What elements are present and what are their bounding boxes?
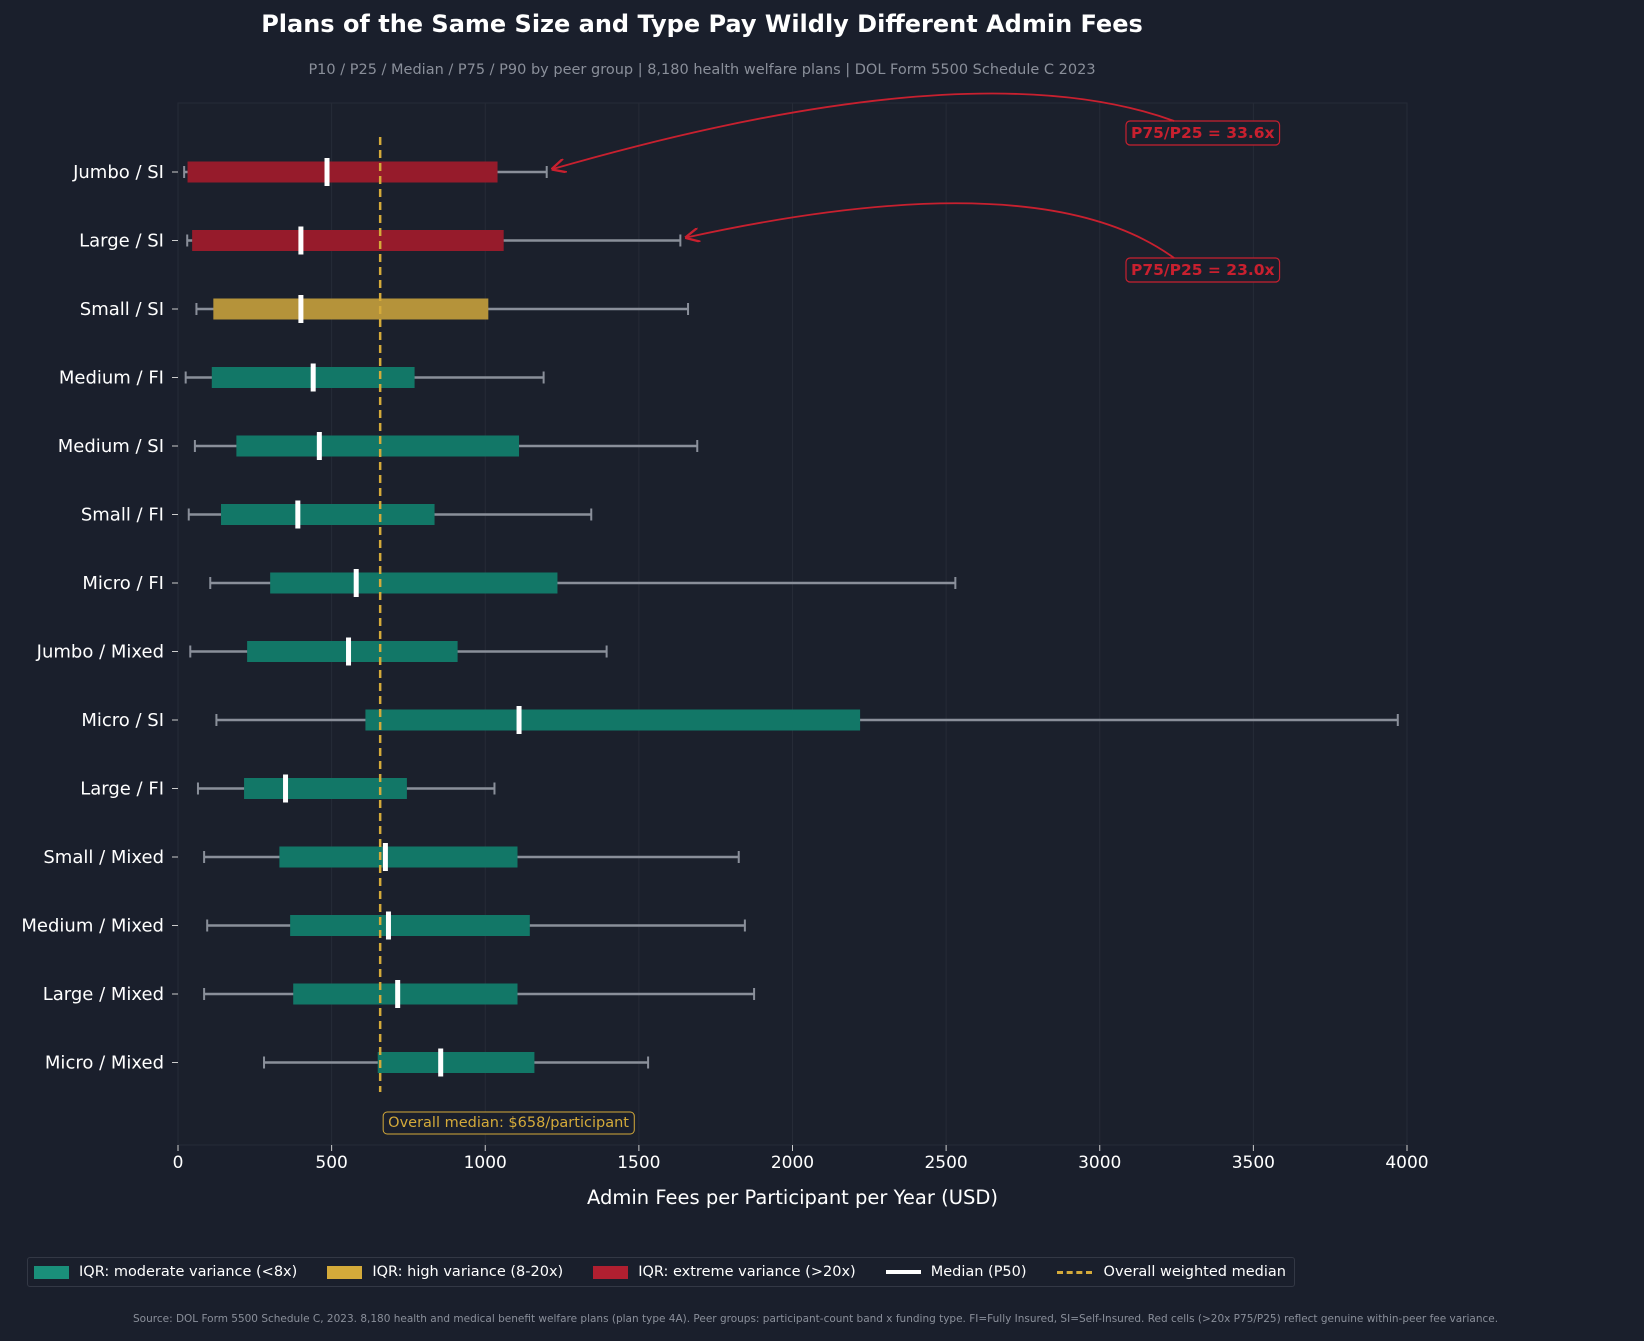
legend-swatch-overall bbox=[1056, 1270, 1092, 1274]
x-tick-label: 500 bbox=[315, 1153, 347, 1173]
y-tick-label: Medium / Mixed bbox=[21, 916, 164, 937]
peer-group-row: Large / FI bbox=[80, 774, 496, 803]
legend-label-median: Median (P50) bbox=[930, 1264, 1027, 1280]
iqr-box bbox=[247, 641, 458, 662]
x-axis-label: Admin Fees per Participant per Year (USD… bbox=[587, 1186, 998, 1209]
peer-group-row: Small / SI bbox=[80, 295, 690, 323]
ratio-annotation-arrow bbox=[553, 92, 1175, 169]
iqr-box bbox=[377, 1052, 535, 1073]
legend-swatch-extreme bbox=[593, 1265, 629, 1279]
median-mark bbox=[353, 569, 359, 597]
median-mark bbox=[385, 911, 391, 940]
legend-item-overall: Overall weighted median bbox=[1056, 1264, 1286, 1280]
legend-item-moderate: IQR: moderate variance (<8x) bbox=[34, 1264, 297, 1280]
iqr-box bbox=[293, 983, 518, 1005]
x-tick-label: 2500 bbox=[924, 1153, 967, 1173]
y-tick-label: Micro / SI bbox=[81, 710, 164, 731]
legend-swatch-median bbox=[885, 1270, 921, 1274]
chart-subtitle: P10 / P25 / Median / P75 / P90 by peer g… bbox=[308, 62, 1096, 78]
ratio-annotation: P75/P25 = 23.0x bbox=[686, 202, 1281, 283]
peer-group-row: Jumbo / Mixed bbox=[36, 637, 608, 666]
ratio-annotation-label: P75/P25 = 33.6x bbox=[1131, 124, 1275, 142]
median-mark bbox=[283, 774, 289, 803]
y-tick-label: Small / FI bbox=[81, 505, 164, 526]
ratio-annotation-box bbox=[1125, 257, 1281, 283]
median-mark bbox=[324, 158, 330, 186]
y-tick-label: Large / Mixed bbox=[43, 984, 164, 1005]
iqr-box bbox=[270, 572, 558, 594]
peer-group-row: Micro / SI bbox=[81, 706, 1399, 734]
ratio-annotation-arrow bbox=[686, 202, 1175, 259]
median-mark bbox=[516, 706, 522, 734]
x-tick-label: 4000 bbox=[1385, 1153, 1428, 1173]
x-tick-label: 1000 bbox=[464, 1153, 507, 1173]
legend-item-median: Median (P50) bbox=[885, 1264, 1027, 1280]
y-tick-label: Medium / SI bbox=[58, 436, 164, 457]
peer-group-row: Small / Mixed bbox=[43, 843, 740, 871]
legend-label-overall: Overall weighted median bbox=[1103, 1264, 1286, 1280]
peer-group-row: Large / Mixed bbox=[43, 980, 756, 1008]
peer-group-row: Micro / Mixed bbox=[45, 1048, 650, 1077]
peer-group-row: Medium / SI bbox=[58, 432, 699, 460]
x-tick-label: 3000 bbox=[1078, 1153, 1121, 1173]
peer-group-row: Micro / FI bbox=[82, 569, 957, 597]
legend-label-high: IQR: high variance (8-20x) bbox=[372, 1264, 564, 1280]
legend-swatch-high bbox=[327, 1265, 363, 1279]
iqr-box bbox=[244, 778, 407, 799]
legend-item-extreme: IQR: extreme variance (>20x) bbox=[593, 1264, 856, 1280]
iqr-box bbox=[236, 435, 520, 457]
y-tick-label: Large / FI bbox=[80, 779, 164, 800]
median-mark bbox=[298, 295, 304, 323]
iqr-box bbox=[365, 709, 861, 731]
ratio-annotation-box bbox=[1125, 120, 1281, 146]
ratio-annotation-label: P75/P25 = 23.0x bbox=[1131, 261, 1275, 279]
median-mark bbox=[310, 363, 316, 392]
chart-legend: IQR: moderate variance (<8x) IQR: high v… bbox=[27, 1257, 1295, 1287]
median-mark bbox=[298, 226, 304, 255]
peer-group-row: Large / SI bbox=[79, 226, 682, 255]
median-mark bbox=[346, 637, 352, 666]
y-tick-label: Medium / FI bbox=[59, 368, 164, 389]
peer-group-row: Medium / Mixed bbox=[21, 911, 746, 940]
iqr-box bbox=[187, 161, 498, 183]
peer-group-row: Medium / FI bbox=[59, 363, 545, 392]
iqr-box bbox=[213, 298, 489, 320]
source-note: Source: DOL Form 5500 Schedule C, 2023. … bbox=[133, 1313, 1499, 1325]
iqr-box bbox=[192, 230, 504, 251]
y-tick-label: Small / SI bbox=[80, 299, 164, 320]
median-mark bbox=[382, 843, 388, 871]
x-tick-label: 1500 bbox=[617, 1153, 660, 1173]
overall-median-label: Overall median: $658/participant bbox=[388, 1115, 629, 1131]
median-mark bbox=[438, 1048, 444, 1077]
legend-label-extreme: IQR: extreme variance (>20x) bbox=[638, 1264, 856, 1280]
median-mark bbox=[316, 432, 322, 460]
x-tick-label: 0 bbox=[173, 1153, 184, 1173]
legend-item-high: IQR: high variance (8-20x) bbox=[327, 1264, 563, 1280]
chart-title: Plans of the Same Size and Type Pay Wild… bbox=[261, 10, 1143, 38]
x-tick-label: 2000 bbox=[771, 1153, 814, 1173]
iqr-box bbox=[290, 915, 530, 936]
peer-group-row: Jumbo / SI bbox=[72, 158, 548, 186]
y-tick-label: Small / Mixed bbox=[43, 847, 164, 868]
ratio-annotation: P75/P25 = 33.6x bbox=[553, 92, 1281, 169]
y-tick-label: Micro / Mixed bbox=[45, 1053, 164, 1074]
overall-median-label-box bbox=[382, 1111, 635, 1135]
y-tick-label: Large / SI bbox=[79, 231, 164, 252]
iqr-box bbox=[279, 846, 518, 868]
median-mark bbox=[395, 980, 401, 1008]
median-mark bbox=[295, 500, 301, 529]
iqr-box bbox=[221, 504, 435, 525]
legend-swatch-moderate bbox=[34, 1265, 69, 1279]
legend-label-moderate: IQR: moderate variance (<8x) bbox=[79, 1264, 298, 1280]
y-tick-label: Micro / FI bbox=[82, 573, 164, 594]
y-tick-label: Jumbo / Mixed bbox=[36, 642, 164, 663]
y-tick-label: Jumbo / SI bbox=[72, 162, 164, 183]
x-tick-label: 3500 bbox=[1232, 1153, 1275, 1173]
overall-median-callout: Overall median: $658/participant bbox=[382, 1111, 635, 1135]
